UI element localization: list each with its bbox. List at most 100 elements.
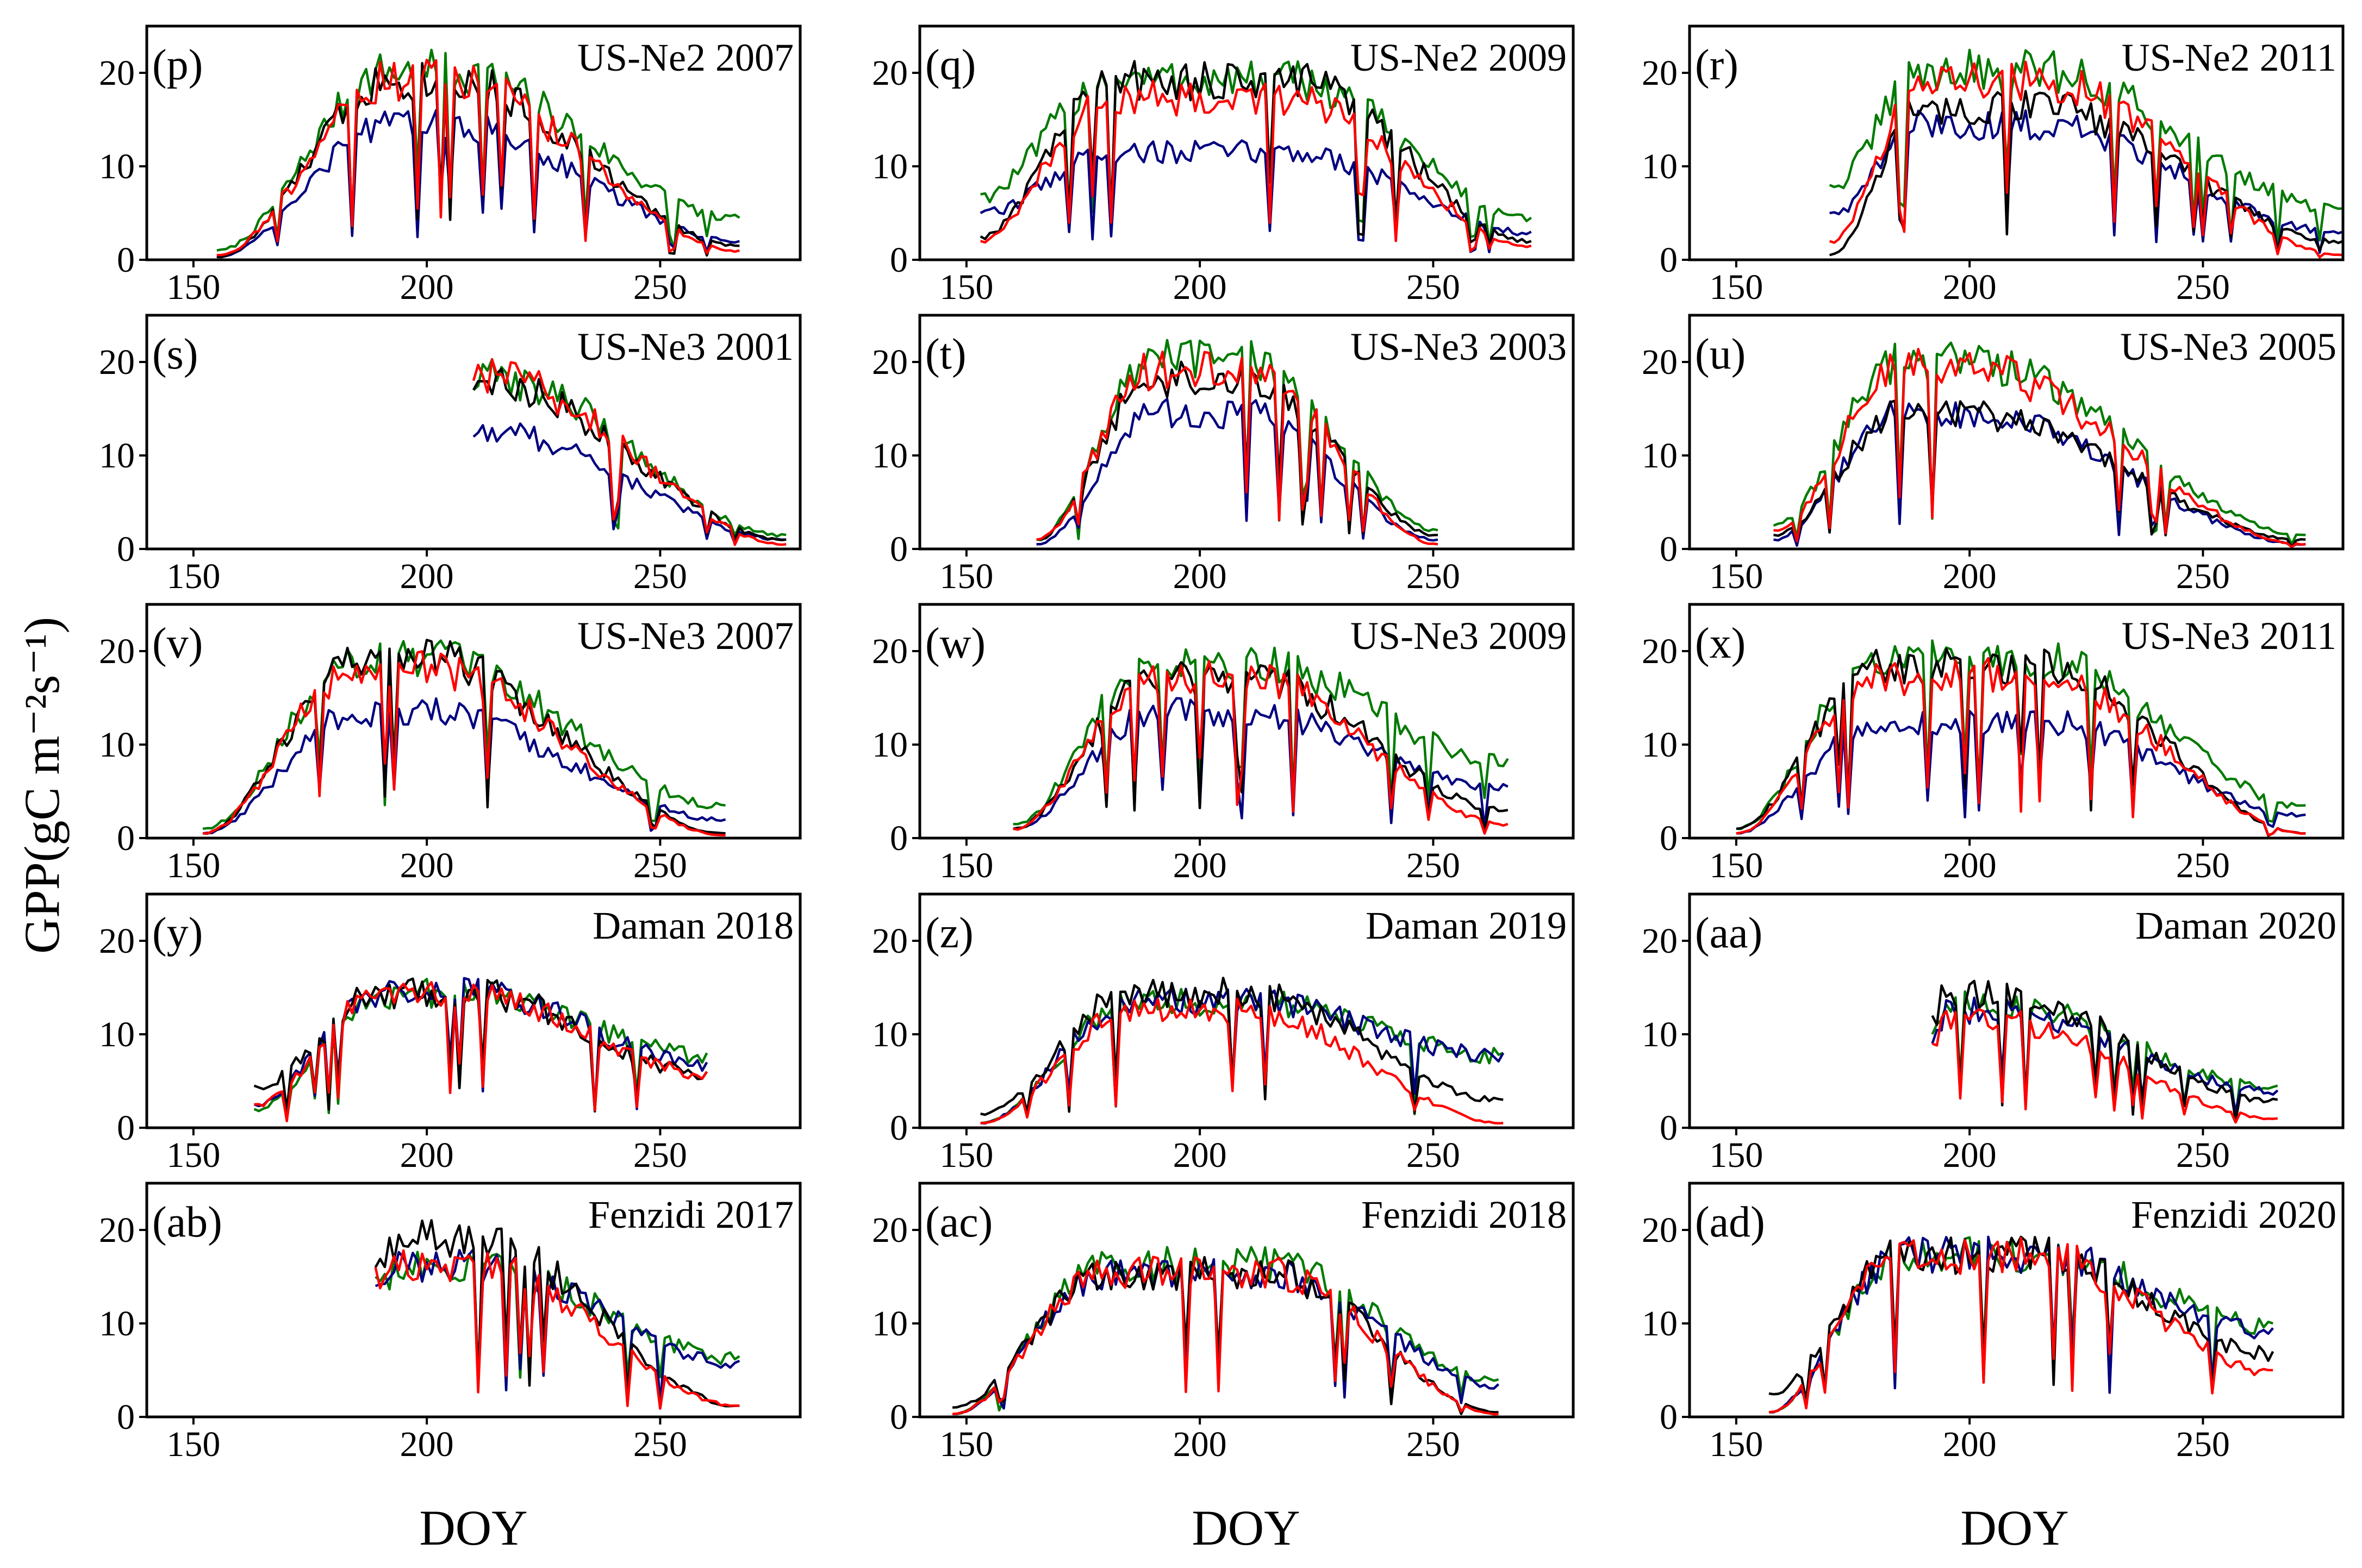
- panel-9: 150 200 250 0 10 20 (x) US-Ne3 2011: [1642, 603, 2345, 885]
- panel-frame: [918, 1182, 1575, 1419]
- x-tick-label: 200: [1943, 1135, 1997, 1175]
- panel-letter: (ac): [925, 1198, 993, 1246]
- panel-title: Daman 2019: [1366, 904, 1567, 947]
- x-tick-label: 150: [939, 267, 993, 307]
- series-line-red: [202, 650, 726, 837]
- series-group: [374, 1219, 740, 1410]
- panel-frame: [145, 1182, 802, 1419]
- series-line-green: [1736, 639, 2306, 830]
- series-line-black: [1736, 647, 2306, 837]
- y-tick-label: 0: [890, 1397, 908, 1437]
- series-group: [980, 977, 1505, 1125]
- x-tick-label: 250: [1406, 846, 1460, 885]
- series-group: [980, 60, 1532, 254]
- series-line-green: [980, 60, 1532, 245]
- y-tick-label: 0: [117, 1397, 135, 1437]
- series-line-red: [952, 1255, 1499, 1416]
- panel-letter: (ab): [152, 1198, 222, 1246]
- y-tick-label: 20: [1642, 53, 1678, 93]
- y-tick-label: 10: [1642, 1015, 1678, 1054]
- panel-letter: (aa): [1695, 909, 1762, 957]
- x-tick-label: 200: [1173, 846, 1227, 885]
- series-line-red: [1013, 660, 1509, 835]
- series-line-blue: [1013, 697, 1509, 830]
- y-tick-label: 20: [99, 53, 135, 93]
- series-group: [1829, 48, 2343, 259]
- panel-letter: (r): [1695, 41, 1738, 89]
- x-tick-label: 250: [633, 267, 687, 307]
- x-axis-title-col-2: DOY: [1192, 1500, 1300, 1555]
- y-tick-label: 20: [872, 53, 908, 93]
- y-tick-label: 0: [890, 529, 908, 569]
- x-tick-label: 200: [1943, 846, 1997, 885]
- x-tick-label: 200: [1173, 267, 1227, 307]
- x-tick-label: 150: [939, 846, 993, 885]
- panel-2: 150 200 250 0 10 20 (q) US-Ne2 2009: [872, 24, 1575, 307]
- y-tick-label: 10: [99, 147, 135, 186]
- panel-frame: [1688, 1182, 2345, 1419]
- x-tick-label: 250: [2176, 846, 2230, 885]
- panel-title: US-Ne3 2007: [577, 614, 794, 658]
- x-tick-label: 150: [1709, 267, 1763, 307]
- y-tick-label: 10: [99, 1015, 135, 1054]
- series-line-red: [1036, 351, 1438, 546]
- x-tick-label: 250: [633, 1135, 687, 1175]
- x-tick-label: 250: [633, 846, 687, 885]
- panel-title: US-Ne2 2011: [2122, 36, 2336, 79]
- y-tick-label: 0: [1660, 1108, 1678, 1148]
- y-tick-label: 10: [872, 725, 908, 765]
- y-tick-label: 0: [890, 1108, 908, 1148]
- series-line-blue: [1773, 400, 2306, 548]
- panel-title: US-Ne2 2007: [577, 36, 794, 79]
- x-tick-label: 150: [939, 557, 993, 596]
- y-tick-label: 10: [99, 1304, 135, 1344]
- panel-frame: [918, 24, 1575, 261]
- panel-title: Fenzidi 2020: [2131, 1193, 2336, 1236]
- series-line-black: [1036, 360, 1438, 541]
- panel-15: 150 200 250 0 10 20 (ad) Fenzidi 2020: [1642, 1182, 2345, 1464]
- series-line-green: [202, 639, 726, 830]
- x-tick-label: 200: [1173, 1135, 1227, 1175]
- panel-frame: [145, 603, 802, 840]
- y-tick-label: 0: [117, 240, 135, 280]
- series-line-black: [202, 639, 726, 835]
- panel-6: 150 200 250 0 10 20 (u) US-Ne3 2005: [1642, 314, 2345, 596]
- panel-letter: (q): [925, 41, 976, 89]
- x-tick-label: 200: [1943, 267, 1997, 307]
- x-tick-label: 250: [2176, 1425, 2230, 1464]
- panel-title: Fenzidi 2018: [1361, 1193, 1567, 1236]
- series-group: [1931, 979, 2279, 1124]
- y-axis-title: GPP(gC m⁻²s⁻¹): [14, 617, 70, 954]
- panel-frame: [918, 314, 1575, 551]
- series-group: [1013, 646, 1509, 835]
- panel-3: 150 200 250 0 10 20 (r) US-Ne2 2011: [1642, 24, 2345, 307]
- x-tick-label: 150: [166, 557, 220, 596]
- y-tick-label: 0: [1660, 819, 1678, 858]
- y-tick-label: 20: [1642, 1210, 1678, 1250]
- y-tick-label: 10: [1642, 436, 1678, 476]
- x-tick-label: 250: [1406, 1135, 1460, 1175]
- series-line-green: [216, 48, 740, 252]
- series-line-red: [1931, 1008, 2278, 1124]
- series-line-red: [980, 997, 1504, 1125]
- x-tick-label: 150: [1709, 846, 1763, 885]
- series-line-red: [254, 980, 708, 1122]
- x-tick-label: 200: [1173, 557, 1227, 596]
- panel-letter: (x): [1695, 620, 1746, 667]
- x-tick-label: 150: [166, 1135, 220, 1175]
- y-tick-label: 10: [872, 147, 908, 186]
- series-line-black: [1773, 399, 2306, 548]
- panel-letter: (t): [925, 330, 967, 378]
- panel-13: 150 200 250 0 10 20 (ab) Fenzidi 2017: [99, 1182, 802, 1464]
- panel-title: US-Ne3 2001: [577, 325, 794, 368]
- series-group: [472, 358, 787, 546]
- series-line-blue: [375, 1248, 740, 1406]
- series-line-green: [1773, 341, 2306, 546]
- x-tick-label: 150: [166, 1425, 220, 1464]
- series-group: [202, 639, 726, 837]
- y-tick-label: 20: [1642, 342, 1678, 382]
- x-tick-label: 250: [633, 1425, 687, 1464]
- series-line-black: [374, 1219, 740, 1410]
- series-line-red: [472, 358, 787, 546]
